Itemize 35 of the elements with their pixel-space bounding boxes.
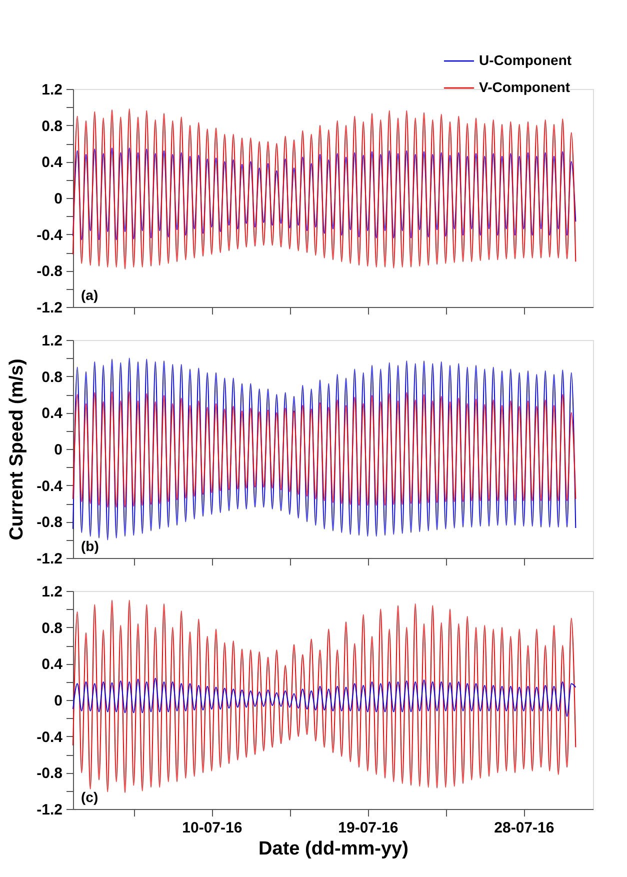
y-tick-label: 0.4 [42,405,64,422]
y-tick-label: 0.8 [42,620,62,637]
x-tick-label: 10-07-16 [182,820,242,836]
y-tick-label: 0 [54,692,62,710]
y-tick-label: 0.8 [42,368,62,386]
y-tick-label: -0.8 [36,765,62,782]
y-tick-label: -0.8 [36,263,62,280]
y-tick-label: 1.2 [42,584,62,600]
y-tick-label: -0.4 [36,478,64,495]
y-tick-label: -0.8 [36,514,62,532]
y-tick-label: -0.4 [36,728,64,746]
x-axis-title: Date (dd-mm-yy) [258,838,408,860]
line-series [72,678,576,717]
line-series [72,108,576,270]
y-tick-label: 0 [54,190,62,208]
y-tick-label: 1.2 [42,82,62,98]
y-tick-label: -1.2 [36,550,62,568]
y-axis-title: Current Speed (m/s) [6,358,28,540]
y-tick-label: 0.8 [42,118,62,135]
y-tick-label: -1.2 [36,300,62,316]
legend-label: U-Component [479,52,572,68]
line-series [72,600,576,794]
y-tick-label: 1.2 [42,332,62,350]
y-tick-label: -1.2 [36,802,62,818]
y-tick-label: -0.4 [36,226,64,244]
y-tick-label: 0.4 [42,154,64,172]
x-tick-label: 19-07-16 [338,820,398,836]
x-tick-label: 28-07-16 [494,820,554,836]
y-tick-label: 0 [54,442,62,458]
legend-label: V-Component [479,79,570,95]
annotation: (b) [81,538,99,554]
annotation: (a) [81,287,98,303]
line-series [72,391,576,508]
annotation: (c) [81,789,98,805]
y-tick-label: 0.4 [42,656,64,674]
